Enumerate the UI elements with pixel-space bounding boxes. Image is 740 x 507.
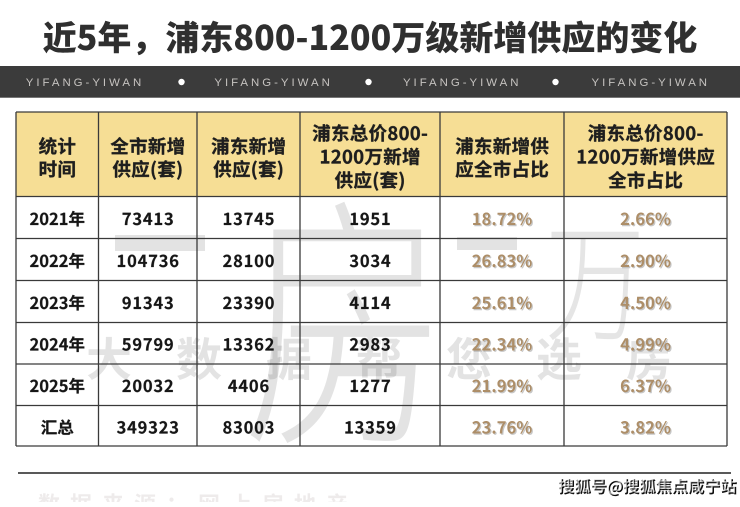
svg-text:YIFANG-YIWAN: YIFANG-YIWAN bbox=[592, 77, 710, 89]
svg-text:YIFANG-YIWAN: YIFANG-YIWAN bbox=[403, 77, 521, 89]
svg-text:YIFANG-YIWAN: YIFANG-YIWAN bbox=[26, 77, 144, 89]
svg-text:YIFANG-YIWAN: YIFANG-YIWAN bbox=[214, 77, 332, 89]
